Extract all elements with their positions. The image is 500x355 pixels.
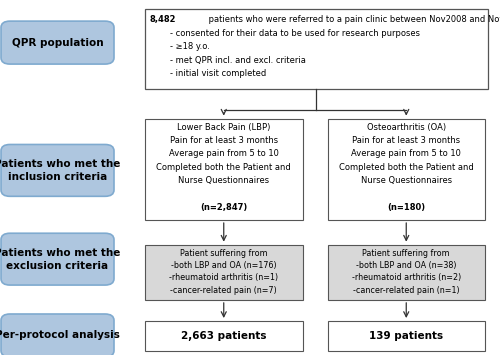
Bar <box>145 245 302 300</box>
Text: 8,482: 8,482 <box>149 15 176 24</box>
Text: (n=2,847): (n=2,847) <box>200 203 248 212</box>
FancyBboxPatch shape <box>1 314 114 355</box>
Text: Patients who met the
inclusion criteria: Patients who met the inclusion criteria <box>0 159 120 182</box>
FancyBboxPatch shape <box>1 144 114 196</box>
Bar <box>145 321 302 351</box>
Text: -cancer-related pain (n=1): -cancer-related pain (n=1) <box>353 286 460 295</box>
Text: Patient suffering from: Patient suffering from <box>362 249 450 258</box>
Bar <box>145 9 488 89</box>
Text: Average pain from 5 to 10: Average pain from 5 to 10 <box>352 149 461 158</box>
Text: Completed both the Patient and: Completed both the Patient and <box>339 163 473 172</box>
Text: - initial visit completed: - initial visit completed <box>149 69 266 78</box>
Text: Osteoarthritis (OA): Osteoarthritis (OA) <box>366 122 446 131</box>
Text: patients who were referred to a pain clinic between Nov2008 and Nov2014 and: patients who were referred to a pain cli… <box>206 15 500 24</box>
Text: QPR population: QPR population <box>12 38 104 48</box>
FancyBboxPatch shape <box>1 21 114 64</box>
Text: 139 patients: 139 patients <box>369 331 444 342</box>
FancyBboxPatch shape <box>1 233 114 285</box>
Text: Completed both the Patient and: Completed both the Patient and <box>156 163 291 172</box>
Text: Average pain from 5 to 10: Average pain from 5 to 10 <box>169 149 278 158</box>
Text: Nurse Questionnaires: Nurse Questionnaires <box>178 176 270 185</box>
Text: Lower Back Pain (LBP): Lower Back Pain (LBP) <box>177 122 270 131</box>
Text: -rheumatoid arthritis (n=2): -rheumatoid arthritis (n=2) <box>352 273 461 283</box>
Bar <box>328 245 485 300</box>
Bar <box>328 321 485 351</box>
Text: - met QPR incl. and excl. criteria: - met QPR incl. and excl. criteria <box>149 56 306 65</box>
Text: Pain for at least 3 months: Pain for at least 3 months <box>170 136 278 145</box>
Bar <box>145 119 302 220</box>
Text: Patient suffering from: Patient suffering from <box>180 249 268 258</box>
Text: Patients who met the
exclusion criteria: Patients who met the exclusion criteria <box>0 247 120 271</box>
Text: Nurse Questionnaires: Nurse Questionnaires <box>360 176 452 185</box>
Bar <box>328 119 485 220</box>
Text: - ≥18 y.o.: - ≥18 y.o. <box>149 42 210 51</box>
Text: -cancer-related pain (n=7): -cancer-related pain (n=7) <box>170 286 277 295</box>
Text: Pain for at least 3 months: Pain for at least 3 months <box>352 136 461 145</box>
Text: -both LBP and OA (n=176): -both LBP and OA (n=176) <box>171 261 276 270</box>
Text: -both LBP and OA (n=38): -both LBP and OA (n=38) <box>356 261 456 270</box>
Text: - consented for their data to be used for research purposes: - consented for their data to be used fo… <box>149 29 420 38</box>
Text: Per-protocol analysis: Per-protocol analysis <box>0 331 120 340</box>
Text: (n=180): (n=180) <box>387 203 426 212</box>
Text: 2,663 patients: 2,663 patients <box>181 331 266 342</box>
Text: -rheumatoid arthritis (n=1): -rheumatoid arthritis (n=1) <box>169 273 278 283</box>
